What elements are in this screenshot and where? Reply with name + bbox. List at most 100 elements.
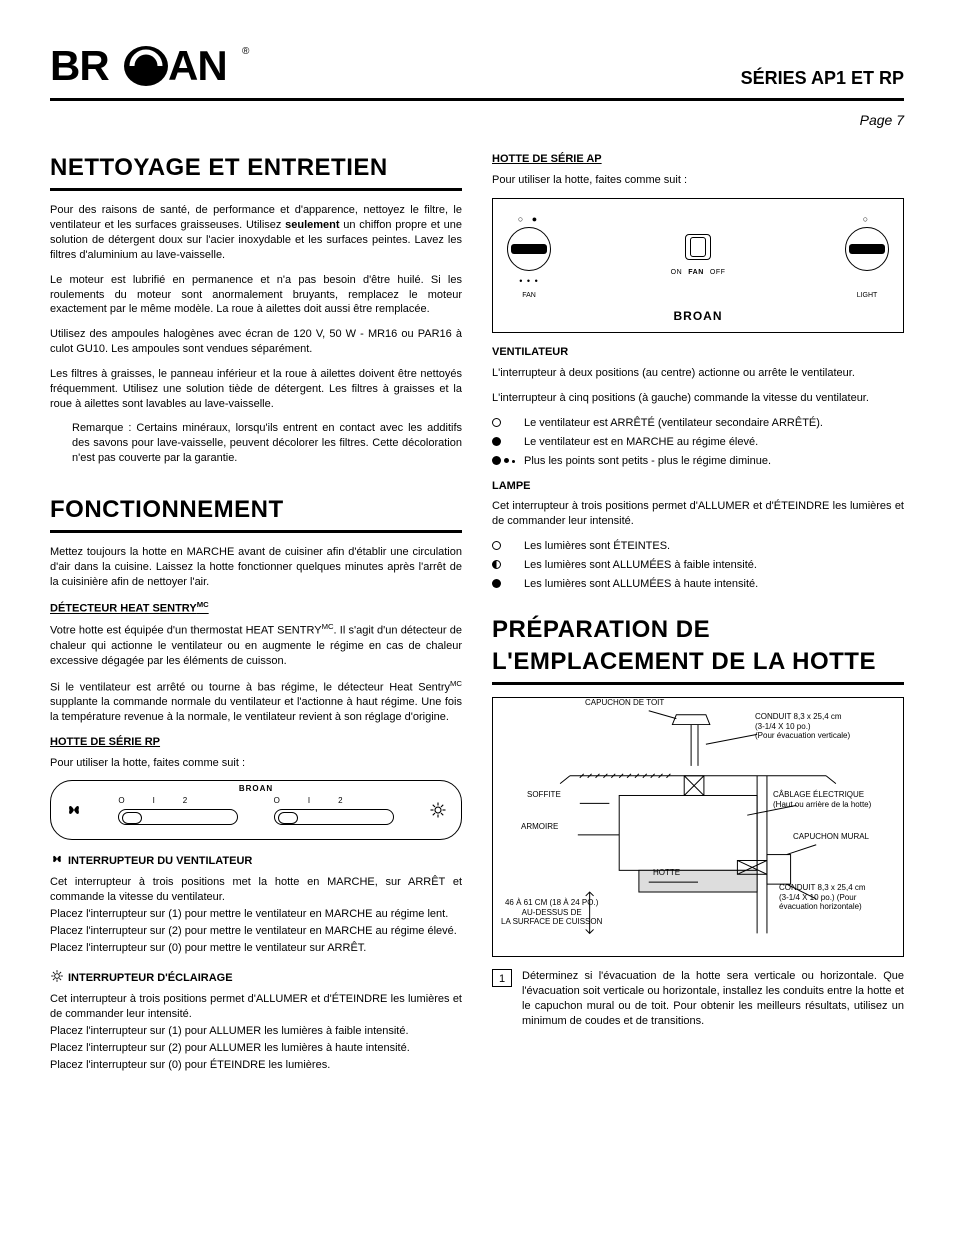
rp-light-slider <box>274 809 394 825</box>
fan-icon <box>50 852 64 866</box>
label-height: 46 À 61 CM (18 À 24 PO.) AU-DESSUS DE LA… <box>501 898 602 926</box>
heat-sentry-p2: Si le ventilateur est arrêté ou tourne à… <box>50 679 462 725</box>
ap-light-dots <box>845 275 889 287</box>
text: Les lumières sont ÉTEINTES. <box>524 539 670 554</box>
text: Les lumières sont ALLUMÉES à haute inten… <box>524 577 758 592</box>
text: Le ventilateur est en MARCHE au régime é… <box>524 435 758 450</box>
label-soffit: SOFFITE <box>527 790 561 799</box>
right-column: HOTTE DE SÉRIE AP Pour utiliser la hotte… <box>492 148 904 1075</box>
text: Cet interrupteur à trois positions met l… <box>50 875 462 905</box>
series-title: SÉRIES AP1 ET RP <box>741 66 904 90</box>
lamp-heading: LAMPE <box>492 479 904 494</box>
ap-brand-label: BROAN <box>507 308 889 324</box>
label-duct-vertical: CONDUIT 8,3 x 25,4 cm (3-1/4 X 10 po.) (… <box>755 712 850 740</box>
step-1-row: 1 Déterminez si l'évacuation de la hotte… <box>492 969 904 1028</box>
ap-fan-markers: ○ ● <box>507 213 551 225</box>
text: DÉTECTEUR HEAT SENTRY <box>50 603 197 615</box>
lamp-states-list: Les lumières sont ÉTEINTES. Les lumières… <box>492 539 904 592</box>
list-item: Les lumières sont ALLUMÉES à haute inten… <box>492 577 904 592</box>
text: Placez l'interrupteur sur (2) pour ALLUM… <box>50 1041 462 1056</box>
label-wall-cap: CAPUCHON MURAL <box>793 832 869 841</box>
rp-fan-slider <box>118 809 238 825</box>
superscript: MC <box>450 679 462 688</box>
light-switch-heading: INTERRUPTEUR D'ÉCLAIRAGE <box>50 969 462 986</box>
left-column: NETTOYAGE ET ENTRETIEN Pour des raisons … <box>50 148 462 1075</box>
ap-light-dial <box>845 227 889 271</box>
svg-text:®: ® <box>242 46 250 57</box>
svg-text:AN: AN <box>168 42 227 89</box>
ventilator-states-list: Le ventilateur est ARRÊTÉ (ventilateur s… <box>492 416 904 469</box>
text: Le ventilateur est ARRÊTÉ (ventilateur s… <box>524 416 823 431</box>
svg-text:BR: BR <box>50 42 109 89</box>
label-2: 2 <box>338 796 342 807</box>
text: Placez l'interrupteur sur (2) pour mettr… <box>50 924 462 939</box>
label-on: ON <box>671 269 683 276</box>
step-text: Déterminez si l'évacuation de la hotte s… <box>522 969 904 1028</box>
text: Placez l'interrupteur sur (0) pour ÉTEIN… <box>50 1058 462 1073</box>
step-number: 1 <box>492 969 512 987</box>
ap-control-panel-figure: ○ ● • • • FAN ON FAN OFF ○ <box>492 198 904 334</box>
open-circle-icon <box>492 418 501 427</box>
text: INTERRUPTEUR DU VENTILATEUR <box>68 855 252 867</box>
ap-light-dial-group: ○ LIGHT <box>845 213 889 301</box>
label-1: I <box>308 796 310 807</box>
vent-p2: L'interrupteur à cinq positions (à gauch… <box>492 391 904 406</box>
cleaning-p2: Le moteur est lubrifié en permanence et … <box>50 273 462 318</box>
ap-light-markers: ○ <box>845 213 889 225</box>
text: Placez l'interrupteur sur (1) pour ALLUM… <box>50 1024 462 1039</box>
label-cabinet: ARMOIRE <box>521 822 558 831</box>
cleaning-p1: Pour des raisons de santé, de performanc… <box>50 203 462 262</box>
label-roof-cap: CAPUCHON DE TOIT <box>585 698 664 707</box>
label-fan: FAN <box>688 269 704 276</box>
text: Cet interrupteur à trois positions perme… <box>50 992 462 1022</box>
ap-intro: Pour utiliser la hotte, faites comme sui… <box>492 173 904 188</box>
text: Placez l'interrupteur sur (1) pour mettr… <box>50 907 462 922</box>
ap-series-heading: HOTTE DE SÉRIE AP <box>492 152 904 167</box>
tiny-dot-icon <box>512 460 515 463</box>
cleaning-p3: Utilisez des ampoules halogènes avec écr… <box>50 327 462 357</box>
rp-fan-labels: O I 2 <box>118 796 238 807</box>
text: Les lumières sont ALLUMÉES à faible inte… <box>524 558 757 573</box>
text: Plus les points sont petits - plus le ré… <box>524 454 771 469</box>
small-dot-icon <box>504 458 509 463</box>
rp-light-labels: O I 2 <box>274 796 394 807</box>
list-item: Les lumières sont ALLUMÉES à faible inte… <box>492 558 904 573</box>
filled-circle-icon <box>492 437 501 446</box>
light-icon <box>50 969 64 983</box>
cleaning-note: Remarque : Certains minéraux, lorsqu'ils… <box>72 421 462 466</box>
ap-light-caption: LIGHT <box>845 291 889 300</box>
vent-p1: L'interrupteur à deux positions (au cent… <box>492 366 904 381</box>
lamp-p1: Cet interrupteur à trois positions perme… <box>492 499 904 529</box>
cleaning-p4: Les filtres à graisses, le panneau infér… <box>50 367 462 412</box>
rp-fan-slider-group: O I 2 <box>118 796 238 825</box>
open-circle-icon <box>492 541 501 550</box>
filled-circle-icon <box>492 456 501 465</box>
label-off: OFF <box>710 269 726 276</box>
label-0: O <box>118 796 124 807</box>
label-0: O <box>274 796 280 807</box>
superscript: MC <box>322 622 334 631</box>
fan-switch-paragraphs: Cet interrupteur à trois positions met l… <box>50 875 462 955</box>
half-circle-icon <box>492 560 501 569</box>
page-header: BR AN ® SÉRIES AP1 ET RP <box>50 40 904 101</box>
heading-cleaning: NETTOYAGE ET ENTRETIEN <box>50 152 462 191</box>
ap-fan-dial-group: ○ ● • • • FAN <box>507 213 551 301</box>
list-item: Le ventilateur est ARRÊTÉ (ventilateur s… <box>492 416 904 431</box>
filled-circle-icon <box>492 579 501 588</box>
light-switch-paragraphs: Cet interrupteur à trois positions perme… <box>50 992 462 1072</box>
operation-p1: Mettez toujours la hotte en MARCHE avant… <box>50 545 462 590</box>
heat-sentry-heading: DÉTECTEUR HEAT SENTRYMC <box>50 600 462 617</box>
label-hood: HOTTE <box>653 868 680 877</box>
label-1: I <box>153 796 155 807</box>
label-2: 2 <box>183 796 187 807</box>
heat-sentry-p1: Votre hotte est équipée d'un thermostat … <box>50 622 462 668</box>
text: Si le ventilateur est arrêté ou tourne à… <box>50 681 450 693</box>
list-item: Les lumières sont ÉTEINTES. <box>492 539 904 554</box>
label-wiring: CÂBLAGE ÉLECTRIQUE (Haut ou arrière de l… <box>773 790 871 808</box>
text: Placez l'interrupteur sur (0) pour mettr… <box>50 941 462 956</box>
brand-logo: BR AN ® <box>50 40 250 90</box>
rp-intro: Pour utiliser la hotte, faites comme sui… <box>50 756 462 771</box>
rp-brand-label: BROAN <box>239 784 273 795</box>
ap-fan-dots: • • • <box>507 275 551 287</box>
heading-preparation: PRÉPARATION DE L'EMPLACEMENT DE LA HOTTE <box>492 614 904 686</box>
